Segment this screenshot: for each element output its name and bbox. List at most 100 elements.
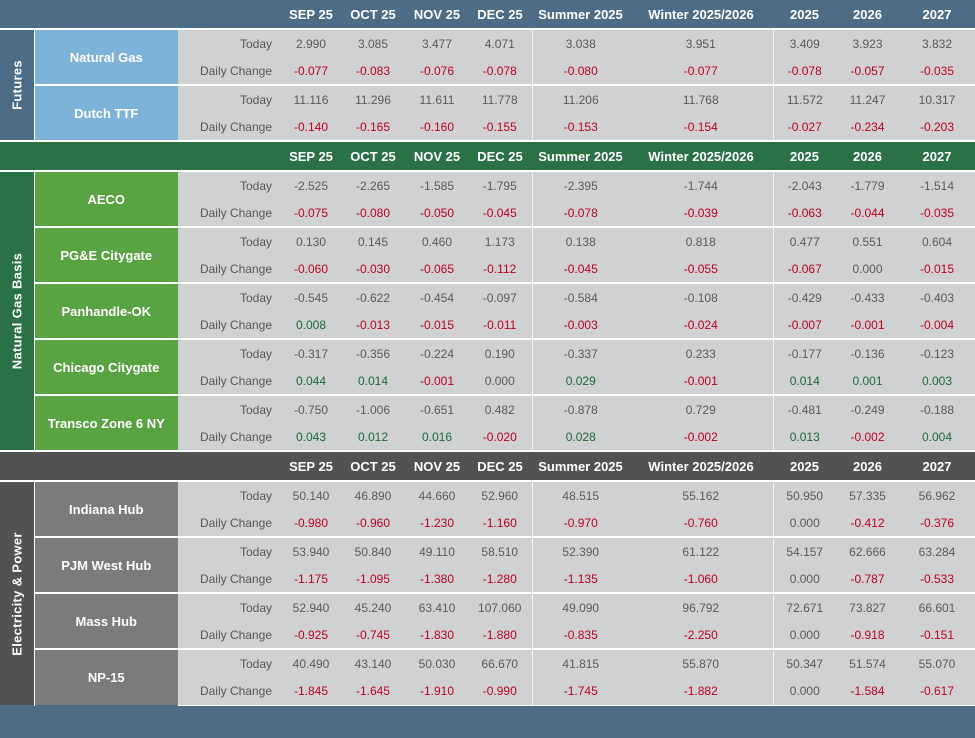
market-name: Transco Zone 6 NY bbox=[33, 394, 178, 451]
daily-change-value: -0.002 bbox=[836, 423, 899, 452]
column-header: Winter 2025/2026 bbox=[629, 140, 773, 171]
column-header: Summer 2025 bbox=[532, 450, 629, 481]
today-value: 3.085 bbox=[340, 28, 406, 57]
today-label: Today bbox=[178, 648, 282, 677]
daily-change-value: -1.845 bbox=[282, 677, 340, 706]
daily-change-value: 0.014 bbox=[340, 367, 406, 395]
table-row: Futures Natural Gas Today 2.990 3.085 3.477 4.… bbox=[0, 28, 975, 141]
daily-change-value: -0.760 bbox=[629, 509, 773, 537]
daily-change-value: 0.001 bbox=[836, 367, 899, 395]
market-name: Indiana Hub bbox=[33, 480, 178, 537]
today-value: 50.030 bbox=[406, 648, 468, 677]
today-label: Today bbox=[178, 338, 282, 367]
today-value: 11.116 bbox=[282, 84, 340, 113]
column-header: SEP 25 bbox=[282, 450, 340, 481]
table-row: Daily Change -0.140 -0.165 -0.160 -0.155 -0.1… bbox=[0, 113, 975, 142]
today-value: 3.951 bbox=[629, 28, 773, 57]
column-header: Winter 2025/2026 bbox=[629, 450, 773, 481]
market-name: PG&E Citygate bbox=[33, 226, 178, 283]
table-row: Daily Change 0.008 -0.013 -0.015 -0.011 -0.00… bbox=[0, 311, 975, 339]
table-row: Daily Change -0.925 -0.745 -1.830 -1.880 -0.8… bbox=[0, 621, 975, 649]
today-value: 73.827 bbox=[836, 592, 899, 621]
column-header: DEC 25 bbox=[468, 0, 532, 29]
today-value: -0.481 bbox=[772, 394, 836, 423]
daily-change-value: -0.055 bbox=[629, 255, 773, 283]
table-row: Daily Change -0.980 -0.960 -1.230 -1.160 -0.9… bbox=[0, 509, 975, 537]
daily-change-value: 0.000 bbox=[772, 677, 836, 706]
prices-table: SEP 25 OCT 25 NOV 25 DEC 25 Summer 2025 Winte… bbox=[0, 0, 975, 706]
today-value: 10.317 bbox=[899, 84, 975, 113]
today-value: -2.525 bbox=[282, 170, 340, 199]
header-blank bbox=[0, 0, 282, 29]
daily-change-value: -1.910 bbox=[406, 677, 468, 706]
daily-change-value: 0.003 bbox=[899, 367, 975, 395]
today-value: 96.792 bbox=[629, 592, 773, 621]
market-name: Natural Gas bbox=[33, 28, 178, 85]
column-header: OCT 25 bbox=[340, 450, 406, 481]
today-value: 0.145 bbox=[340, 226, 406, 255]
daily-change-value: 0.012 bbox=[340, 423, 406, 452]
today-value: 52.960 bbox=[468, 480, 532, 509]
daily-change-value: -0.160 bbox=[406, 113, 468, 142]
today-value: -1.744 bbox=[629, 170, 773, 199]
table-row: Daily Change -0.060 -0.030 -0.065 -0.112 -0.0… bbox=[0, 255, 975, 283]
daily-change-value: -1.584 bbox=[836, 677, 899, 706]
daily-change-value: -0.990 bbox=[468, 677, 532, 706]
daily-change-value: -0.001 bbox=[629, 367, 773, 395]
section-title: Electricity & Power bbox=[9, 531, 25, 656]
column-header: SEP 25 bbox=[282, 140, 340, 171]
daily-change-value: -0.787 bbox=[836, 565, 899, 593]
column-header: OCT 25 bbox=[340, 140, 406, 171]
daily-change-label: Daily Change bbox=[178, 199, 282, 227]
today-label: Today bbox=[178, 592, 282, 621]
column-header-row: SEP 25 OCT 25 NOV 25 DEC 25 Summer 2025 Winte… bbox=[0, 450, 975, 481]
today-value: 46.890 bbox=[340, 480, 406, 509]
column-header: 2026 bbox=[836, 450, 899, 481]
table-row: Transco Zone 6 NY Today -0.750 -1.006 -0.651… bbox=[0, 394, 975, 451]
table-row: Mass Hub Today 52.940 45.240 63.410 107.060 49… bbox=[0, 592, 975, 649]
daily-change-value: -0.039 bbox=[629, 199, 773, 227]
today-value: 11.206 bbox=[531, 84, 629, 113]
today-value: -0.177 bbox=[772, 338, 836, 367]
today-value: -0.750 bbox=[282, 394, 340, 423]
column-header: 2027 bbox=[899, 0, 975, 29]
table-row: Electricity & Power Indiana Hub Today 50.14… bbox=[0, 480, 975, 705]
today-value: 0.551 bbox=[836, 226, 899, 255]
today-value: 50.840 bbox=[340, 536, 406, 565]
daily-change-label: Daily Change bbox=[178, 509, 282, 537]
table-row: Natural Gas Basis AECO Today -2.525 -2.265 -1… bbox=[0, 170, 975, 451]
today-value: -1.795 bbox=[468, 170, 532, 199]
daily-change-value: -0.035 bbox=[899, 199, 975, 227]
today-value: 45.240 bbox=[340, 592, 406, 621]
today-value: 0.477 bbox=[772, 226, 836, 255]
daily-change-value: -0.412 bbox=[836, 509, 899, 537]
daily-change-value: -1.280 bbox=[468, 565, 532, 593]
today-value: -0.317 bbox=[282, 338, 340, 367]
daily-change-value: -0.077 bbox=[629, 57, 773, 85]
daily-change-value: 0.004 bbox=[899, 423, 975, 452]
daily-change-value: -0.001 bbox=[406, 367, 468, 395]
today-value: -0.622 bbox=[340, 282, 406, 311]
today-label: Today bbox=[178, 226, 282, 255]
today-value: 52.940 bbox=[282, 592, 340, 621]
today-value: 11.778 bbox=[468, 84, 532, 113]
daily-change-value: -0.004 bbox=[899, 311, 975, 339]
daily-change-value: -0.203 bbox=[899, 113, 975, 142]
market-name: Chicago Citygate bbox=[33, 338, 178, 395]
today-value: 0.130 bbox=[282, 226, 340, 255]
daily-change-value: -0.078 bbox=[772, 57, 836, 85]
daily-change-value: -1.175 bbox=[282, 565, 340, 593]
today-value: -2.265 bbox=[340, 170, 406, 199]
today-value: -1.514 bbox=[899, 170, 975, 199]
daily-change-value: -0.002 bbox=[629, 423, 773, 452]
daily-change-value: -0.617 bbox=[899, 677, 975, 706]
column-header: SEP 25 bbox=[282, 0, 340, 29]
today-value: -0.136 bbox=[836, 338, 899, 367]
daily-change-value: -0.020 bbox=[468, 423, 532, 452]
daily-change-value: -0.080 bbox=[340, 199, 406, 227]
market-name: PJM West Hub bbox=[33, 536, 178, 593]
today-value: 0.729 bbox=[629, 394, 773, 423]
today-value: 0.818 bbox=[629, 226, 773, 255]
today-label: Today bbox=[178, 170, 282, 199]
market-name: Dutch TTF bbox=[33, 84, 178, 141]
